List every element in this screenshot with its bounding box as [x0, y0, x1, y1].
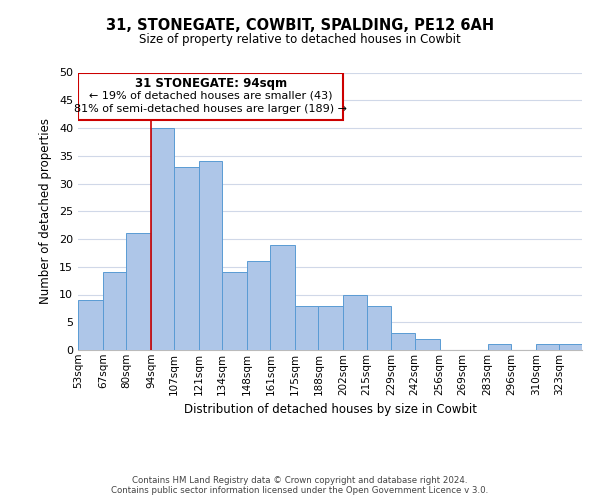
Text: Size of property relative to detached houses in Cowbit: Size of property relative to detached ho… — [139, 32, 461, 46]
Text: Contains public sector information licensed under the Open Government Licence v : Contains public sector information licen… — [112, 486, 488, 495]
Text: 31, STONEGATE, COWBIT, SPALDING, PE12 6AH: 31, STONEGATE, COWBIT, SPALDING, PE12 6A… — [106, 18, 494, 32]
Bar — [174, 167, 199, 350]
Bar — [103, 272, 126, 350]
Bar — [295, 306, 319, 350]
Text: ← 19% of detached houses are smaller (43): ← 19% of detached houses are smaller (43… — [89, 90, 332, 101]
Bar — [488, 344, 511, 350]
Bar — [271, 244, 295, 350]
Bar — [319, 306, 343, 350]
Bar — [559, 344, 582, 350]
Bar — [126, 234, 151, 350]
Bar — [151, 128, 174, 350]
Bar — [367, 306, 391, 350]
FancyBboxPatch shape — [78, 72, 343, 120]
Bar — [222, 272, 247, 350]
Bar — [343, 294, 367, 350]
Bar — [78, 300, 103, 350]
Text: Contains HM Land Registry data © Crown copyright and database right 2024.: Contains HM Land Registry data © Crown c… — [132, 476, 468, 485]
Bar — [536, 344, 559, 350]
Bar — [199, 162, 222, 350]
Text: 31 STONEGATE: 94sqm: 31 STONEGATE: 94sqm — [134, 77, 287, 90]
X-axis label: Distribution of detached houses by size in Cowbit: Distribution of detached houses by size … — [184, 403, 476, 416]
Bar — [391, 334, 415, 350]
Text: 81% of semi-detached houses are larger (189) →: 81% of semi-detached houses are larger (… — [74, 104, 347, 114]
Bar — [247, 261, 271, 350]
Bar — [415, 339, 440, 350]
Y-axis label: Number of detached properties: Number of detached properties — [39, 118, 52, 304]
